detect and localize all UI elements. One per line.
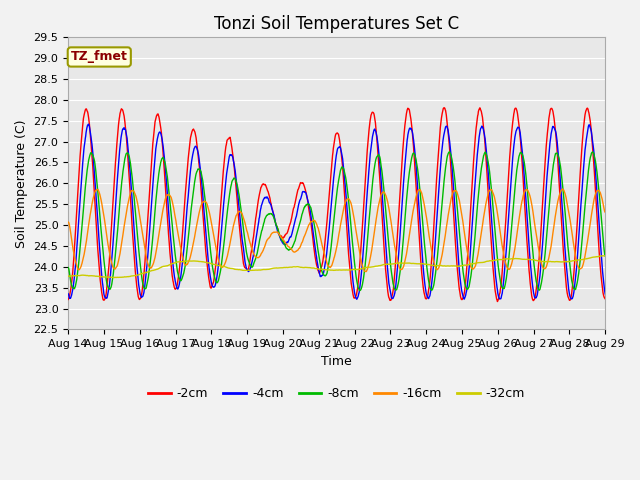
Legend: -2cm, -4cm, -8cm, -16cm, -32cm: -2cm, -4cm, -8cm, -16cm, -32cm bbox=[143, 382, 530, 405]
X-axis label: Time: Time bbox=[321, 355, 352, 368]
Title: Tonzi Soil Temperatures Set C: Tonzi Soil Temperatures Set C bbox=[214, 15, 460, 33]
Y-axis label: Soil Temperature (C): Soil Temperature (C) bbox=[15, 119, 28, 248]
Text: TZ_fmet: TZ_fmet bbox=[71, 50, 128, 63]
